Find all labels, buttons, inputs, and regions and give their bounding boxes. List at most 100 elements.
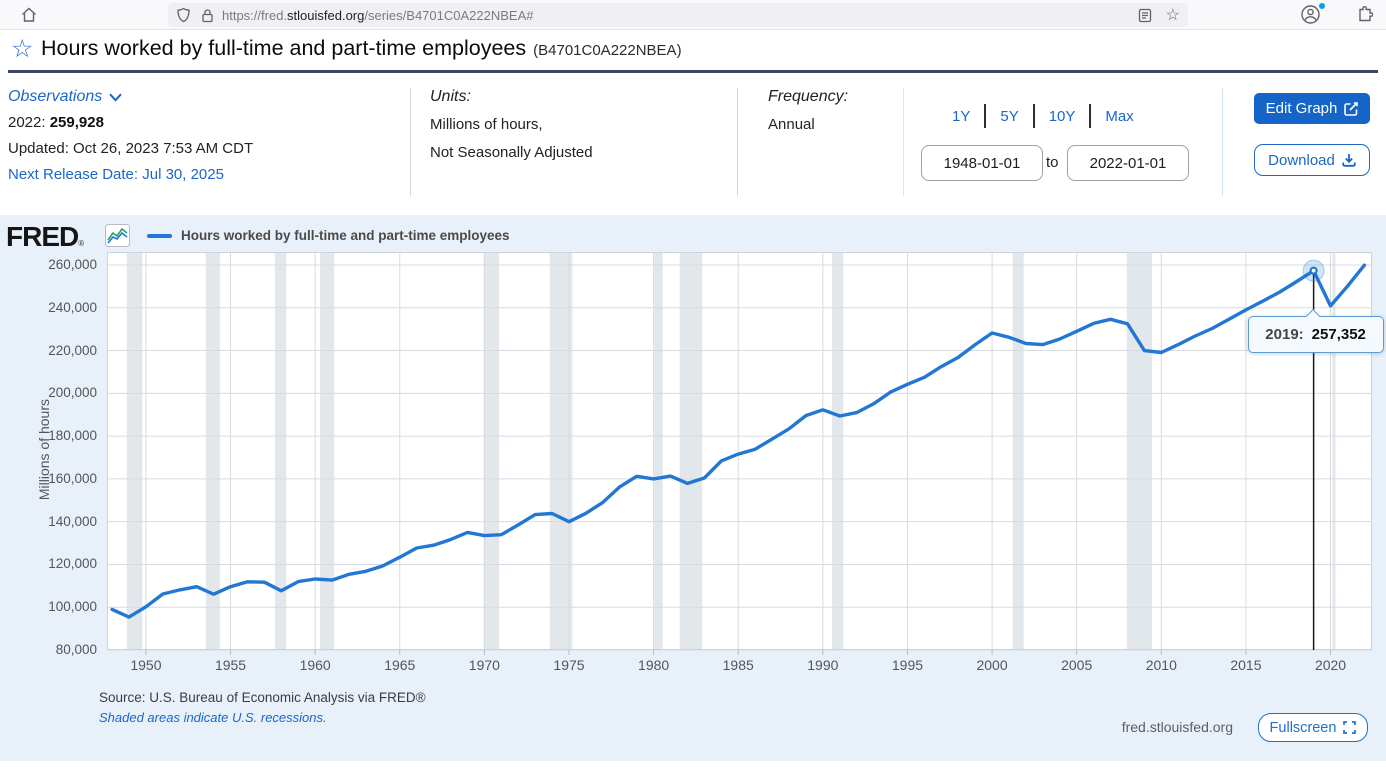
series-header: ☆ Hours worked by full-time and part-tim… — [0, 31, 1386, 71]
x-axis-label: 1995 — [891, 657, 924, 673]
x-axis-label: 1955 — [214, 657, 247, 673]
edit-icon — [1344, 101, 1359, 116]
highlight-point — [1309, 266, 1318, 275]
x-axis-label: 1950 — [130, 657, 162, 673]
preset-divider — [1089, 104, 1092, 128]
page-title: Hours worked by full-time and part-time … — [41, 36, 682, 60]
x-axis-label: 2020 — [1314, 657, 1347, 673]
title-divider — [8, 70, 1378, 73]
range-max[interactable]: Max — [1105, 107, 1134, 125]
plot-canvas[interactable] — [107, 252, 1372, 656]
fullscreen-icon — [1343, 721, 1357, 734]
range-10y[interactable]: 10Y — [1048, 107, 1076, 125]
legend-line-swatch — [147, 233, 172, 238]
fred-logo-sparkline-icon — [105, 224, 130, 252]
x-axis-label: 1985 — [722, 657, 754, 673]
y-axis-labels: 80,000 100,000 120,000 140,000 160,000 180,00… — [0, 252, 97, 657]
observations-dropdown[interactable]: Observations — [8, 88, 123, 106]
recession-band — [1012, 252, 1024, 650]
observations-panel: Observations 2022: 259,928 Updated: Oct … — [8, 88, 403, 184]
preset-divider — [1032, 104, 1035, 128]
y-axis-label: 160,000 — [48, 470, 97, 486]
data-tooltip: 2019: 257,352 — [1247, 308, 1384, 353]
y-axis-label: 220,000 — [48, 342, 97, 358]
units-label: Units: — [430, 88, 471, 105]
source-attribution: Source: U.S. Bureau of Economic Analysis… — [99, 690, 426, 705]
start-date-input[interactable]: 1948-01-01 — [921, 145, 1043, 181]
recession-band — [679, 252, 703, 650]
bookmark-star-icon[interactable]: ☆ — [1165, 7, 1180, 24]
recession-band — [483, 252, 500, 650]
preset-divider — [984, 104, 987, 128]
x-axis-labels: 1950 1955 1960 1965 1970 1975 1980 1985 1990 1995… — [107, 657, 1372, 675]
recession-band — [126, 252, 143, 650]
x-axis-label: 1960 — [299, 657, 331, 673]
y-axis-label: 100,000 — [48, 599, 97, 615]
y-axis-label: 200,000 — [48, 385, 97, 401]
recession-band — [831, 252, 844, 650]
column-divider — [410, 88, 411, 196]
account-notification-dot — [1318, 2, 1326, 10]
shield-icon[interactable] — [176, 7, 191, 23]
recession-band — [1332, 252, 1336, 650]
range-5y[interactable]: 5Y — [1000, 107, 1019, 125]
download-icon — [1342, 154, 1356, 167]
browser-toolbar: https://fred.stlouisfed.org/series/B4701… — [0, 0, 1386, 30]
column-divider — [737, 88, 738, 196]
y-axis-label: 240,000 — [48, 299, 97, 315]
account-icon[interactable] — [1300, 2, 1326, 28]
y-axis-label: 80,000 — [55, 642, 97, 657]
x-axis-label: 1965 — [384, 657, 416, 673]
plot-frame — [107, 252, 1372, 650]
recession-band — [205, 252, 220, 650]
series-id: (B4701C0A222NBEA) — [533, 42, 682, 59]
x-axis-label: 1980 — [638, 657, 670, 673]
reader-view-icon[interactable] — [1138, 8, 1152, 23]
edit-graph-button[interactable]: Edit Graph — [1254, 93, 1370, 124]
units-line1: Millions of hours, — [430, 116, 543, 133]
y-axis-label: 140,000 — [48, 513, 97, 529]
legend-label: Hours worked by full-time and part-time … — [181, 228, 510, 243]
chevron-down-icon — [109, 93, 123, 102]
y-axis-label: 120,000 — [48, 556, 97, 572]
frequency-value: Annual — [768, 116, 815, 133]
x-axis-label: 1970 — [468, 657, 500, 673]
units-panel: Units: Millions of hours, Not Seasonally… — [430, 88, 593, 162]
plot-background — [107, 252, 1372, 650]
x-axis-label: 1975 — [553, 657, 585, 673]
download-button[interactable]: Download — [1254, 144, 1370, 176]
date-range-to-label: to — [1046, 154, 1059, 171]
home-icon[interactable] — [20, 6, 38, 24]
x-axis-label: 2005 — [1061, 657, 1093, 673]
recession-band — [1126, 252, 1152, 650]
column-divider — [903, 88, 904, 196]
chart-legend[interactable]: Hours worked by full-time and part-time … — [147, 228, 510, 243]
y-axis-label: 180,000 — [48, 428, 97, 444]
units-line2: Not Seasonally Adjusted — [430, 144, 593, 161]
updated-timestamp: Updated: Oct 26, 2023 7:53 AM CDT — [8, 140, 254, 157]
recession-note-link[interactable]: Shaded areas indicate U.S. recessions. — [99, 710, 327, 725]
x-axis-label: 2000 — [976, 657, 1008, 673]
recession-band — [274, 252, 287, 650]
next-release-link[interactable]: Next Release Date: Jul 30, 2025 — [8, 166, 224, 183]
favorite-star-icon[interactable]: ☆ — [11, 35, 34, 63]
browser-extension-icon[interactable] — [1357, 6, 1373, 23]
recession-band — [549, 252, 573, 650]
x-axis-label: 1990 — [807, 657, 839, 673]
latest-observation: 2022: 259,928 — [8, 114, 104, 131]
fullscreen-button[interactable]: Fullscreen — [1258, 713, 1368, 742]
fred-watermark: fred.stlouisfed.org — [1121, 719, 1233, 735]
address-bar[interactable]: https://fred.stlouisfed.org/series/B4701… — [168, 3, 1188, 27]
series-line — [110, 263, 1367, 619]
range-1y[interactable]: 1Y — [952, 107, 971, 125]
end-date-input[interactable]: 2022-01-01 — [1067, 145, 1189, 181]
column-divider — [1222, 88, 1223, 196]
chart-area: FRED® Hours worked by full-time and part… — [0, 215, 1386, 761]
x-axis-label: 2015 — [1230, 657, 1262, 673]
y-axis-label: 260,000 — [48, 257, 97, 272]
lock-icon[interactable] — [201, 8, 214, 23]
recession-band — [320, 252, 335, 650]
frequency-panel: Frequency: Annual — [768, 88, 848, 134]
recession-band — [654, 252, 663, 650]
